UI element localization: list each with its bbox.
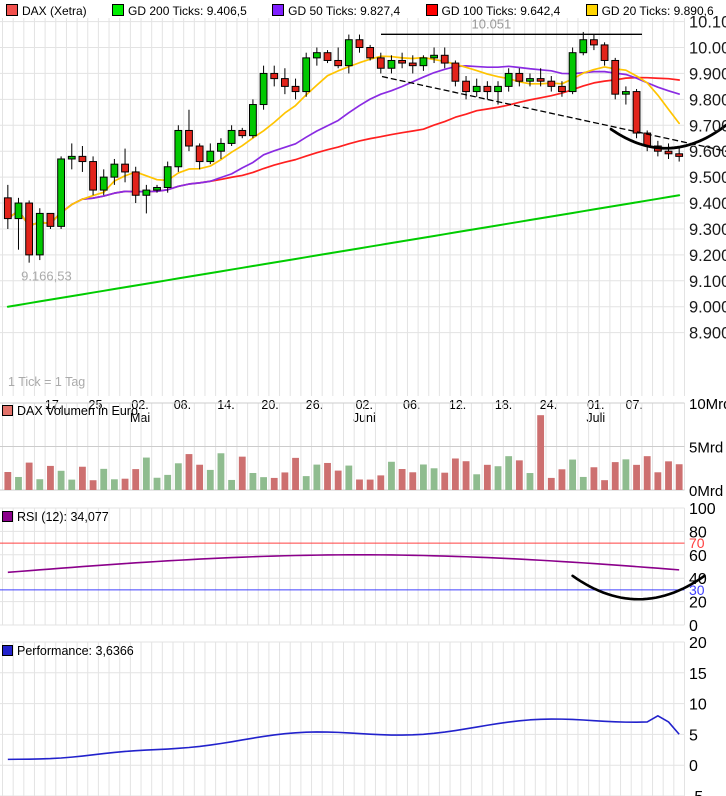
svg-text:5: 5 (689, 727, 698, 744)
svg-text:10.000: 10.000 (689, 40, 726, 58)
svg-text:20: 20 (689, 635, 707, 652)
svg-text:8.900: 8.900 (689, 325, 726, 343)
svg-text:02.: 02. (356, 398, 373, 412)
svg-text:30: 30 (689, 582, 705, 598)
svg-text:01.: 01. (587, 398, 604, 412)
svg-text:12.: 12. (449, 398, 466, 412)
svg-text:Juni: Juni (353, 411, 376, 425)
svg-text:9.500: 9.500 (689, 169, 726, 187)
svg-text:70: 70 (689, 535, 705, 551)
svg-text:24.: 24. (540, 398, 557, 412)
svg-text:0: 0 (689, 618, 698, 635)
svg-text:20.: 20. (261, 398, 278, 412)
svg-text:10.100: 10.100 (689, 14, 726, 32)
svg-text:9.800: 9.800 (689, 91, 726, 109)
svg-text:15: 15 (689, 666, 707, 683)
svg-text:9.200: 9.200 (689, 247, 726, 265)
svg-text:9.700: 9.700 (689, 117, 726, 135)
svg-text:1 Tick = 1 Tag: 1 Tick = 1 Tag (8, 375, 85, 389)
svg-text:26.: 26. (306, 398, 323, 412)
svg-text:9.100: 9.100 (689, 273, 726, 291)
svg-text:10.051: 10.051 (472, 16, 512, 31)
svg-text:9.400: 9.400 (689, 195, 726, 213)
svg-text:0: 0 (689, 758, 698, 775)
svg-text:Juli: Juli (586, 411, 605, 425)
svg-text:9.600: 9.600 (689, 143, 726, 161)
svg-text:-5: -5 (689, 789, 703, 796)
svg-text:100: 100 (689, 501, 716, 518)
svg-text:08.: 08. (174, 398, 191, 412)
svg-text:0Mrd: 0Mrd (689, 483, 723, 500)
svg-text:5Mrd: 5Mrd (689, 440, 723, 457)
svg-text:9.900: 9.900 (689, 65, 726, 83)
svg-text:9.300: 9.300 (689, 221, 726, 239)
svg-text:9.000: 9.000 (689, 299, 726, 317)
svg-text:10Mrd: 10Mrd (689, 396, 726, 413)
svg-text:10: 10 (689, 697, 707, 714)
svg-text:9.166,53: 9.166,53 (21, 269, 72, 284)
svg-text:07.: 07. (626, 398, 643, 412)
